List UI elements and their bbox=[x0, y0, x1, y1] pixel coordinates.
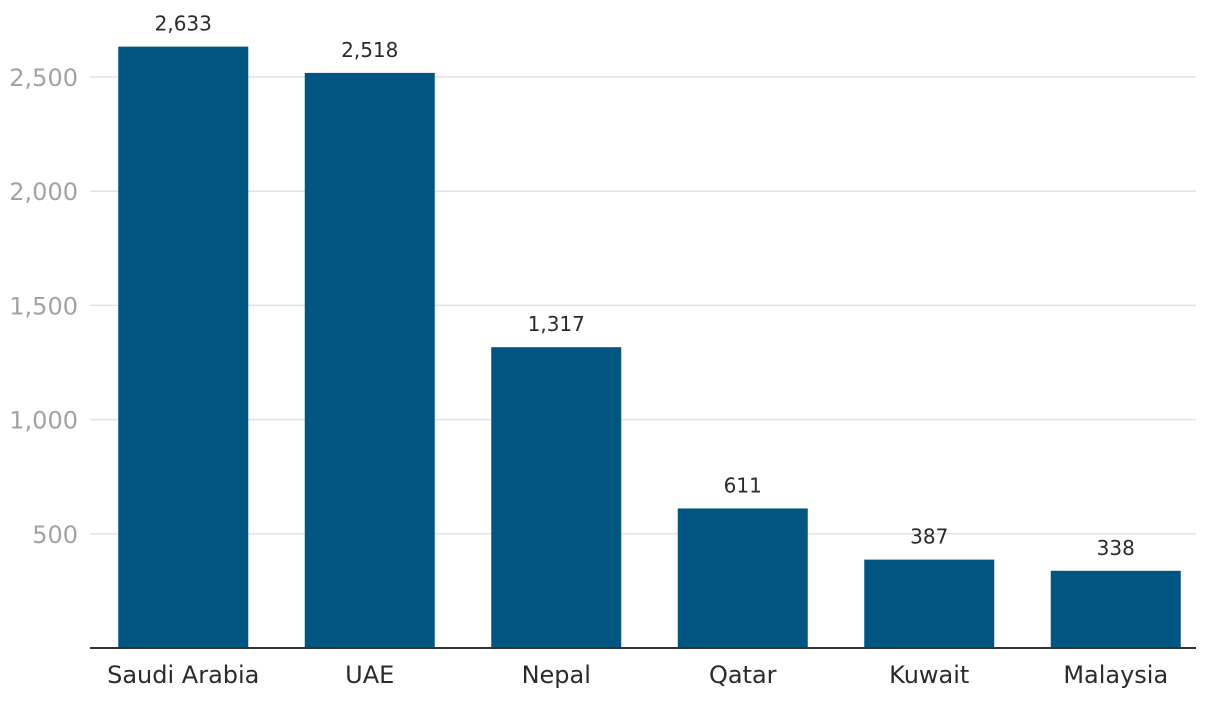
data-label: 611 bbox=[724, 473, 762, 497]
bar bbox=[864, 559, 995, 648]
bar bbox=[677, 508, 808, 648]
gridlines bbox=[90, 76, 1196, 535]
y-tick-label: 500 bbox=[32, 521, 78, 549]
x-tick-label: Saudi Arabia bbox=[107, 661, 259, 689]
y-tick-label: 2,500 bbox=[9, 64, 78, 92]
x-tick-label: UAE bbox=[345, 661, 394, 689]
x-tick-label: Kuwait bbox=[889, 661, 969, 689]
data-labels: 2,633 2,518 1,317 611 387 338 bbox=[155, 12, 1135, 560]
y-tick-label: 1,000 bbox=[9, 407, 78, 435]
bar bbox=[304, 72, 435, 649]
bars bbox=[118, 46, 1181, 649]
bar bbox=[118, 46, 249, 648]
data-label: 2,518 bbox=[341, 38, 398, 62]
bar bbox=[491, 347, 622, 648]
x-axis-ticks: Saudi Arabia UAE Nepal Qatar Kuwait Malaysia bbox=[107, 661, 1168, 689]
y-axis-ticks: 500 1,000 1,500 2,000 2,500 bbox=[9, 64, 78, 549]
x-tick-label: Qatar bbox=[709, 661, 777, 689]
data-label: 387 bbox=[910, 525, 948, 549]
bar bbox=[1050, 570, 1181, 648]
x-tick-label: Malaysia bbox=[1063, 661, 1168, 689]
data-label: 338 bbox=[1097, 536, 1135, 560]
data-label: 1,317 bbox=[528, 312, 585, 336]
y-tick-label: 1,500 bbox=[9, 292, 78, 320]
data-label: 2,633 bbox=[155, 12, 212, 36]
y-tick-label: 2,000 bbox=[9, 178, 78, 206]
x-tick-label: Nepal bbox=[522, 661, 591, 689]
